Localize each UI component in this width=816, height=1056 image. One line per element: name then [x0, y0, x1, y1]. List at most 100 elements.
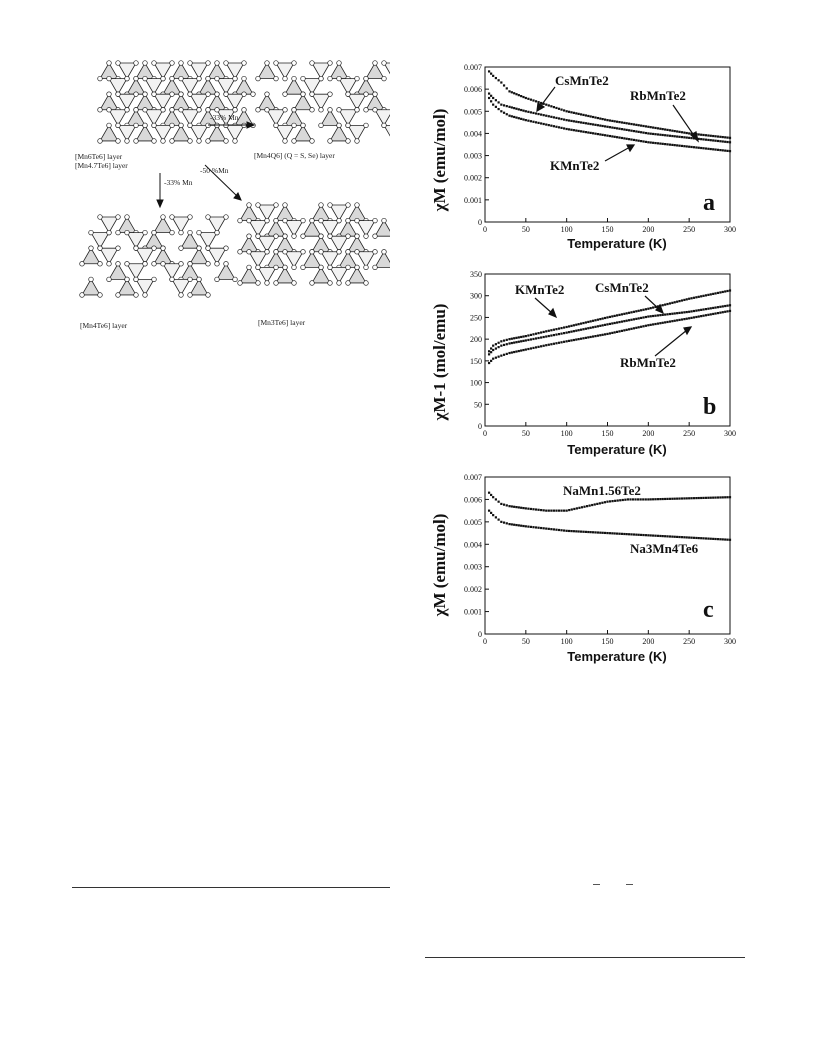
- x-tick-label: 0: [483, 225, 487, 234]
- data-point: [697, 496, 700, 500]
- data-point: [587, 114, 590, 118]
- data-point: [575, 530, 578, 533]
- te-atom: [115, 138, 121, 144]
- data-point: [630, 129, 633, 132]
- data-point: [522, 109, 525, 112]
- te-atom: [363, 75, 369, 82]
- data-point: [621, 498, 624, 502]
- data-point: [603, 323, 607, 326]
- data-point: [640, 309, 643, 312]
- data-point: [702, 133, 705, 137]
- data-point: [520, 108, 523, 112]
- data-point: [656, 305, 660, 308]
- data-point: [606, 500, 609, 503]
- mn-te-polyhedron: [171, 278, 191, 296]
- data-point: [572, 530, 575, 533]
- te-atom: [255, 75, 261, 82]
- data-point: [560, 326, 563, 330]
- te-atom: [241, 91, 247, 97]
- mn-te-polyhedron: [117, 278, 137, 296]
- data-point: [642, 325, 645, 328]
- data-point: [510, 505, 513, 508]
- te-atom: [115, 292, 121, 298]
- data-point: [563, 109, 566, 112]
- data-point: [692, 137, 696, 140]
- data-point: [671, 129, 674, 132]
- series-label-cs: CsMnTe2: [595, 280, 649, 295]
- te-atom: [169, 138, 175, 144]
- te-atom: [246, 264, 252, 271]
- data-point: [567, 331, 571, 334]
- data-point: [632, 533, 636, 536]
- data-point: [497, 518, 500, 521]
- data-point: [685, 317, 688, 320]
- data-point: [613, 331, 616, 334]
- data-point: [625, 122, 628, 125]
- data-point: [510, 523, 513, 526]
- data-point: [510, 106, 513, 109]
- te-atom: [309, 249, 315, 255]
- data-point: [639, 498, 642, 501]
- data-point: [494, 347, 497, 350]
- data-point: [668, 320, 672, 323]
- data-point: [515, 350, 518, 353]
- te-atom: [115, 245, 121, 251]
- series-label-rb: RbMnTe2: [630, 88, 686, 103]
- te-atom: [187, 261, 193, 267]
- te-atom: [79, 261, 85, 267]
- series-label-rb: RbMnTe2: [620, 355, 676, 370]
- te-atom: [282, 75, 288, 82]
- series-Na3Mn4Te6: [487, 509, 732, 541]
- data-point: [709, 147, 712, 151]
- data-point: [520, 95, 523, 98]
- data-point: [659, 534, 662, 538]
- data-point: [678, 497, 681, 500]
- mn-te-polyhedron: [257, 235, 277, 253]
- y-tick-label: 0.002: [464, 174, 482, 183]
- mn-te-polyhedron: [189, 62, 209, 80]
- data-point: [527, 338, 530, 342]
- te-atom: [273, 280, 279, 286]
- data-point: [664, 128, 667, 131]
- data-point: [647, 315, 650, 318]
- te-atom: [178, 245, 184, 251]
- data-point: [505, 338, 508, 341]
- data-point: [589, 531, 592, 534]
- data-point: [630, 138, 633, 141]
- mn-te-polyhedron: [239, 266, 259, 284]
- data-point: [575, 338, 578, 341]
- mn-te-polyhedron: [108, 78, 128, 95]
- te-atom: [115, 60, 121, 66]
- te-atom: [97, 138, 103, 144]
- data-point: [673, 135, 676, 138]
- data-point: [577, 323, 580, 326]
- data-point: [497, 346, 500, 349]
- data-point: [616, 532, 619, 535]
- data-point: [644, 315, 648, 319]
- mn-te-polyhedron: [311, 62, 331, 80]
- data-point: [500, 110, 503, 113]
- data-point: [565, 110, 568, 113]
- data-point: [683, 298, 686, 302]
- mn-te-polyhedron: [338, 109, 358, 127]
- data-point: [599, 324, 602, 327]
- te-atom: [273, 122, 279, 129]
- data-point: [656, 127, 660, 130]
- label-arrows: [534, 295, 693, 357]
- data-point: [524, 119, 527, 122]
- x-tick-label: 150: [602, 429, 614, 438]
- data-point: [704, 134, 708, 137]
- te-atom: [291, 107, 297, 113]
- data-point: [591, 115, 595, 119]
- te-atom: [291, 138, 297, 144]
- data-point: [524, 335, 527, 338]
- data-point: [647, 141, 650, 144]
- data-point: [606, 531, 609, 535]
- data-point: [704, 496, 708, 499]
- data-point: [552, 125, 556, 128]
- data-point: [532, 99, 535, 102]
- data-point: [644, 498, 647, 501]
- data-point: [588, 504, 591, 507]
- data-point: [688, 145, 691, 148]
- data-point: [666, 143, 669, 146]
